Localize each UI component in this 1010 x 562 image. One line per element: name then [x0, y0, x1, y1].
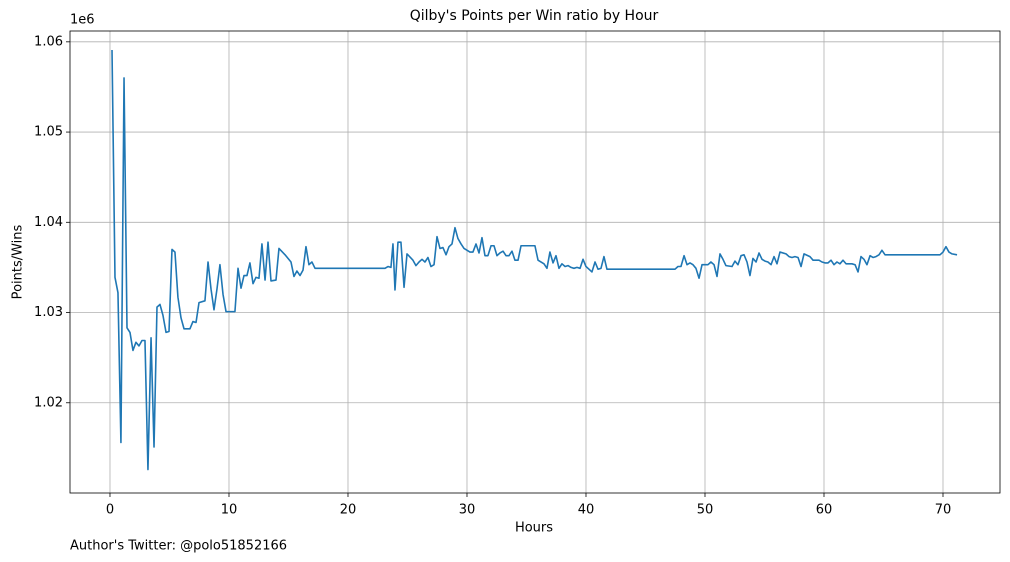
chart-title: Qilby's Points per Win ratio by Hour — [410, 8, 659, 24]
y-tick-label: 1.03 — [34, 305, 63, 320]
y-tick-label: 1.06 — [34, 34, 63, 49]
annotation: Author's Twitter: @polo51852166 — [70, 539, 287, 554]
y-tick-label: 1.04 — [34, 215, 63, 230]
x-tick-label: 20 — [340, 503, 357, 518]
x-tick-label: 40 — [578, 503, 595, 518]
x-tick-label: 60 — [816, 503, 833, 518]
x-tick-label: 50 — [697, 503, 714, 518]
x-axis-label: Hours — [515, 521, 553, 536]
y-tick-label: 1.02 — [34, 395, 63, 410]
y-tick-label: 1.05 — [34, 125, 63, 140]
y-offset-label: 1e6 — [70, 13, 95, 28]
line-series — [111, 49, 958, 471]
x-tick-label: 0 — [106, 503, 114, 518]
plot-frame — [69, 30, 1001, 494]
x-tick-label: 10 — [221, 503, 238, 518]
y-axis-label: Points/Wins — [11, 224, 26, 299]
x-tick-label: 30 — [459, 503, 476, 518]
x-tick-label: 70 — [935, 503, 952, 518]
